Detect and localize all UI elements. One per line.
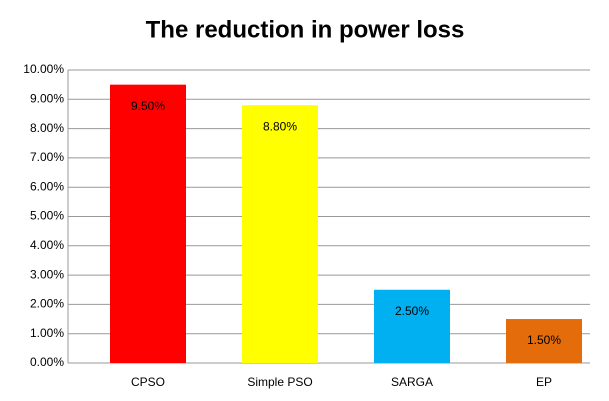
data-label: 8.80%	[263, 119, 297, 133]
y-tick-label: 6.00%	[30, 179, 64, 193]
y-tick-label: 1.00%	[30, 326, 64, 340]
y-tick-label: 5.00%	[30, 209, 64, 223]
bar	[374, 289, 450, 363]
y-tick-label: 8.00%	[30, 121, 64, 135]
bar	[506, 319, 582, 363]
y-tick-label: 7.00%	[30, 150, 64, 164]
y-tick-label: 2.00%	[30, 297, 64, 311]
y-tick-label: 0.00%	[30, 355, 64, 369]
bar	[110, 84, 186, 364]
x-tick-label: EP	[536, 375, 552, 389]
data-label: 9.50%	[131, 99, 165, 113]
y-tick-label: 3.00%	[30, 267, 64, 281]
data-label: 2.50%	[395, 304, 429, 318]
chart-title: The reduction in power loss	[146, 16, 465, 43]
y-tick-label: 9.00%	[30, 91, 64, 105]
x-tick-label: CPSO	[131, 375, 165, 389]
data-label: 1.50%	[527, 333, 561, 347]
y-tick-label: 4.00%	[30, 238, 64, 252]
bar	[242, 105, 318, 363]
x-tick-label: Simple PSO	[247, 375, 312, 389]
y-tick-label: 10.00%	[23, 62, 64, 76]
x-tick-label: SARGA	[391, 375, 433, 389]
